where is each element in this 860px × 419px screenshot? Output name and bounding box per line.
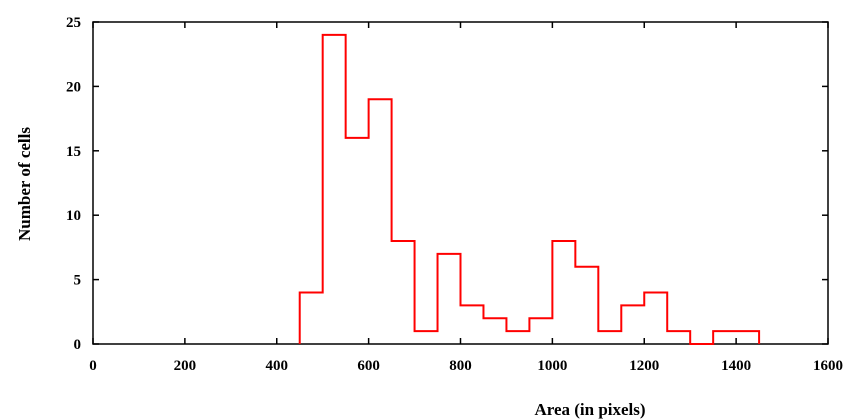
y-tick-labels: 0 5 10 15 20 25 — [66, 15, 81, 353]
y-tick-label: 5 — [74, 273, 82, 289]
y-axis-title: Number of cells — [15, 127, 34, 241]
y-tick-label: 10 — [66, 208, 81, 224]
x-tick-labels: 0 200 400 600 800 1000 1200 1400 1600 — [89, 358, 843, 374]
axis-ticks — [92, 21, 829, 345]
x-tick-label: 1200 — [629, 358, 659, 374]
y-tick-label: 20 — [66, 79, 81, 95]
x-tick-label: 600 — [357, 358, 380, 374]
x-tick-label: 1600 — [813, 358, 843, 374]
y-tick-label: 15 — [66, 144, 81, 160]
y-tick-label: 0 — [74, 337, 82, 353]
x-tick-label: 1400 — [721, 358, 751, 374]
x-tick-label: 400 — [266, 358, 289, 374]
x-tick-label: 200 — [174, 358, 197, 374]
y-tick-label: 25 — [66, 15, 81, 31]
x-tick-label: 800 — [449, 358, 472, 374]
x-tick-label: 1000 — [537, 358, 567, 374]
x-tick-label: 0 — [89, 358, 97, 374]
histogram-series-line — [298, 33, 761, 345]
x-axis-title: Area (in pixels) — [534, 400, 645, 419]
